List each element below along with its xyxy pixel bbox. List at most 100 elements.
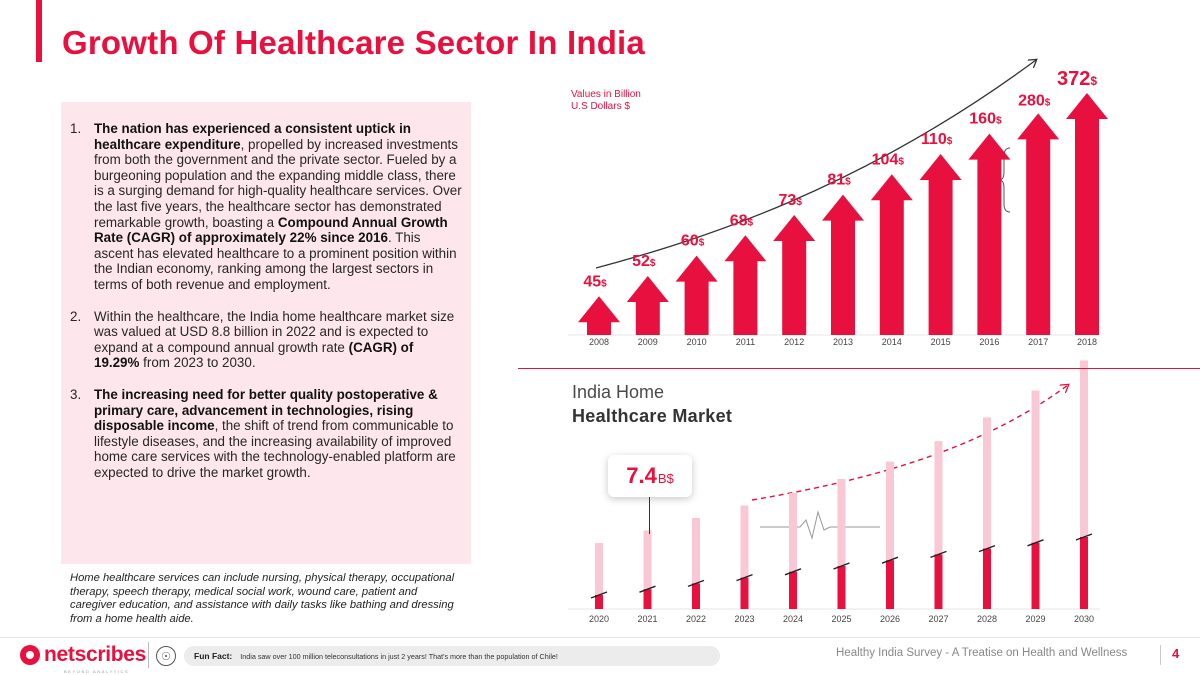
x-tick-2008: 2008 [589,337,609,347]
market-bar-2030 [1080,537,1088,609]
market-bar-cap-2021 [639,585,656,593]
market-bar-2023 [740,577,749,609]
x-tick-2027: 2027 [928,614,948,624]
x-tick-2011: 2011 [736,337,755,347]
x-tick-2018: 2018 [1077,337,1097,347]
page-title: Growth Of Healthcare Sector In India [62,24,645,61]
page-number-separator [1160,645,1161,665]
market-bar-outer-2020 [595,543,603,609]
market-bar-cap-2029 [1027,539,1044,547]
market-bar-outer-2023 [740,505,749,609]
growth-bar-2014 [870,174,913,335]
key-point: 3. The increasing need for better quality… [70,387,462,481]
x-tick-2026: 2026 [880,614,900,624]
x-tick-2020: 2020 [589,614,609,624]
key-point-text: Within the healthcare, the India home he… [94,308,455,371]
market-bar-2025 [837,566,846,609]
fun-fact-bar: Fun Fact: India saw over 100 million tel… [184,646,720,666]
market-bar-outer-2027 [934,441,943,609]
chart-unit-note: Values in Billion U.S Dollars $ [571,89,641,113]
growth-bar-2011 [724,235,767,335]
market-bar-2027 [934,554,943,609]
value-label-2009: 52$ [632,253,656,270]
x-tick-2013: 2013 [833,337,853,347]
market-bar-cap-2024 [784,568,802,576]
footnote: Home healthcare services can include nur… [70,572,455,626]
market-bar-outer-2021 [643,530,652,609]
x-tick-2010: 2010 [687,337,707,347]
growth-bar-2017 [1017,113,1060,335]
growth-bar-2016 [968,133,1011,335]
x-tick-2022: 2022 [686,614,706,624]
value-label-2011: 68$ [730,212,754,229]
fun-fact-text: India saw over 100 million teleconsultat… [240,651,558,661]
market-bar-cap-2028 [978,544,996,553]
value-label-2018: 372$ [1057,68,1097,90]
market-bar-cap-2027 [930,550,947,559]
x-tick-2009: 2009 [638,337,658,347]
key-point-text: The increasing need for better quality p… [94,386,456,480]
key-point-number: 2. [70,308,82,324]
x-tick-2030: 2030 [1074,614,1094,624]
x-tick-2028: 2028 [977,614,997,624]
footer-divider [0,637,1200,638]
section-divider [518,368,1200,369]
x-tick-2016: 2016 [979,337,999,347]
value-label-2010: 60$ [681,233,705,250]
x-tick-2029: 2029 [1025,614,1045,624]
market-bar-cap-2025 [833,562,850,570]
growth-bar-2009 [626,275,669,335]
market-bar-cap-2023 [736,573,753,582]
market-bar-outer-2026 [886,461,894,609]
market-bar-cap-2026 [881,556,899,564]
growth-bar-2008 [578,296,620,335]
market-bar-2024 [789,571,797,609]
market-bar-2020 [595,595,603,609]
key-point-number: 3. [70,386,82,402]
key-point-text: The nation has experienced a consistent … [94,121,462,292]
market-value-callout: 7.4 B$ [608,455,692,497]
market-chart-title-line-2: Healthcare Market [572,406,733,426]
logo-text: netscribes [44,643,147,666]
growth-bar-2013 [822,194,864,335]
market-bar-2026 [886,560,894,609]
market-bar-2022 [692,583,700,609]
text-panel [61,102,471,564]
netscribes-logo: netscribes BEYOND ANALYTICS [20,643,147,674]
growth-trend-arrow [595,60,1036,269]
value-label-2008: 45$ [583,273,607,290]
value-label-2013: 81$ [827,172,851,189]
x-tick-2015: 2015 [931,337,951,347]
x-tick-2017: 2017 [1028,337,1048,347]
heartbeat-line [760,510,880,540]
key-points-list: 1. The nation has experienced a consisten… [70,121,462,496]
market-bar-cap-2022 [687,579,705,588]
growth-bar-2018 [1066,93,1108,335]
market-bar-outer-2024 [789,493,797,609]
market-bar-outer-2022 [692,518,700,609]
value-label-2015: 110$ [921,131,953,148]
callout-value: 7.4 [626,463,657,488]
logo-separator [148,642,149,668]
key-point-number: 1. [70,121,82,136]
key-point: 1. The nation has experienced a consisten… [70,121,462,293]
logo-icon [20,645,40,665]
key-point: 2. Within the healthcare, the India home … [70,309,462,371]
title-accent-bar [36,0,42,62]
x-tick-2025: 2025 [831,614,851,624]
fun-fact-label: Fun Fact: [194,651,233,661]
logo-tagline: BEYOND ANALYTICS [64,669,130,674]
market-bar-2021 [643,589,652,609]
growth-bar-2015 [919,153,962,335]
x-tick-2021: 2021 [637,614,657,624]
value-label-2017: 280$ [1018,92,1051,109]
market-chart-title-line-1: India Home [572,382,665,402]
report-title: Healthy India Survey - A Treatise on Hea… [836,647,1128,659]
unit-note-line-1: Values in Billion [571,89,641,100]
value-label-2012: 73$ [779,192,803,209]
market-bar-outer-2029 [1031,390,1040,609]
lightbulb-icon: ☉ [156,646,176,666]
market-trend-arrow [751,385,1068,501]
market-bar-cap-2030 [1075,533,1093,541]
